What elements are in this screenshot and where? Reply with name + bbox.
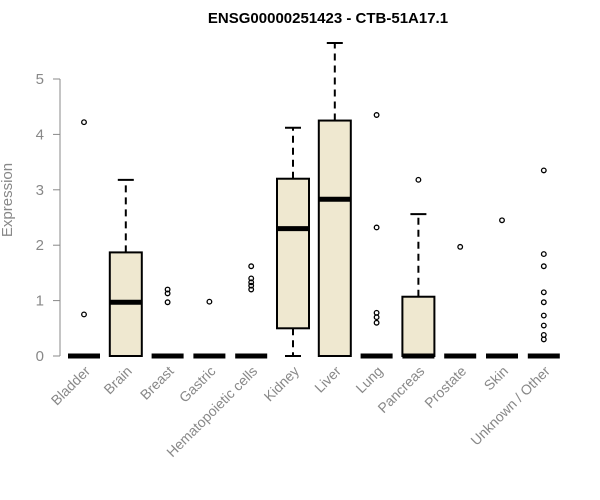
box-kidney [276, 126, 310, 357]
outlier-point [81, 119, 87, 126]
y-tick-label: 3 [36, 182, 44, 199]
outlier-point [540, 289, 547, 296]
outlier-point [540, 312, 547, 319]
y-tick-label: 0 [36, 348, 44, 365]
y-tick-label: 2 [36, 237, 44, 254]
box-hematopoietic-cells [235, 263, 268, 359]
box-skin [486, 217, 518, 359]
outlier-point [540, 251, 547, 258]
outlier-point [373, 319, 380, 326]
outlier-point [164, 299, 171, 306]
box-iqr [317, 119, 352, 357]
outlier-point [540, 331, 547, 338]
outlier-point [81, 311, 87, 318]
box-breast [151, 286, 184, 359]
outlier-point [206, 298, 213, 305]
x-tick-label: Prostate [421, 363, 469, 411]
box-pancreas [401, 176, 436, 359]
box-iqr [276, 177, 310, 330]
outlier-point [499, 217, 505, 224]
box-iqr [401, 295, 436, 357]
y-axis: 0 1 2 3 4 5 [36, 71, 61, 365]
outlier-point [164, 290, 171, 297]
box-liver [317, 41, 352, 357]
outlier-point [457, 243, 464, 250]
outlier-point [248, 263, 255, 270]
y-tick-label: 5 [36, 71, 44, 88]
box-unknown-other [527, 167, 560, 359]
box-brain [108, 178, 143, 357]
y-tick-label: 4 [36, 126, 44, 143]
outlier-point [373, 112, 380, 118]
x-tick-label: Liver [311, 363, 344, 396]
x-tick-label: Skin [481, 363, 512, 394]
box-bladder [68, 119, 100, 359]
outlier-point [373, 224, 380, 231]
outlier-point [248, 279, 255, 286]
x-tick-label: Bladder [48, 363, 94, 409]
box-lung [360, 112, 393, 359]
outlier-point [248, 275, 255, 282]
outlier-point [415, 176, 422, 183]
outlier-point [540, 322, 547, 329]
box-gastric [193, 298, 226, 359]
outlier-point [373, 309, 380, 316]
outlier-point [540, 167, 547, 174]
outlier-point [248, 286, 255, 293]
outlier-point [248, 282, 255, 289]
y-axis-label: Expression [0, 163, 16, 237]
box-prostate [444, 243, 477, 359]
x-tick-label: Lung [352, 363, 385, 396]
x-tick-label: Unknown / Other [467, 363, 553, 449]
outlier-point [164, 286, 171, 293]
x-tick-label: Brain [100, 363, 134, 397]
chart-title: ENSG00000251423 - CTB-51A17.1 [208, 10, 448, 27]
outlier-point [540, 299, 547, 306]
y-tick-label: 1 [36, 293, 44, 310]
x-tick-label: Breast [137, 363, 177, 403]
x-tick-label: Kidney [261, 363, 303, 405]
outlier-point [540, 263, 547, 270]
boxes [68, 41, 560, 359]
